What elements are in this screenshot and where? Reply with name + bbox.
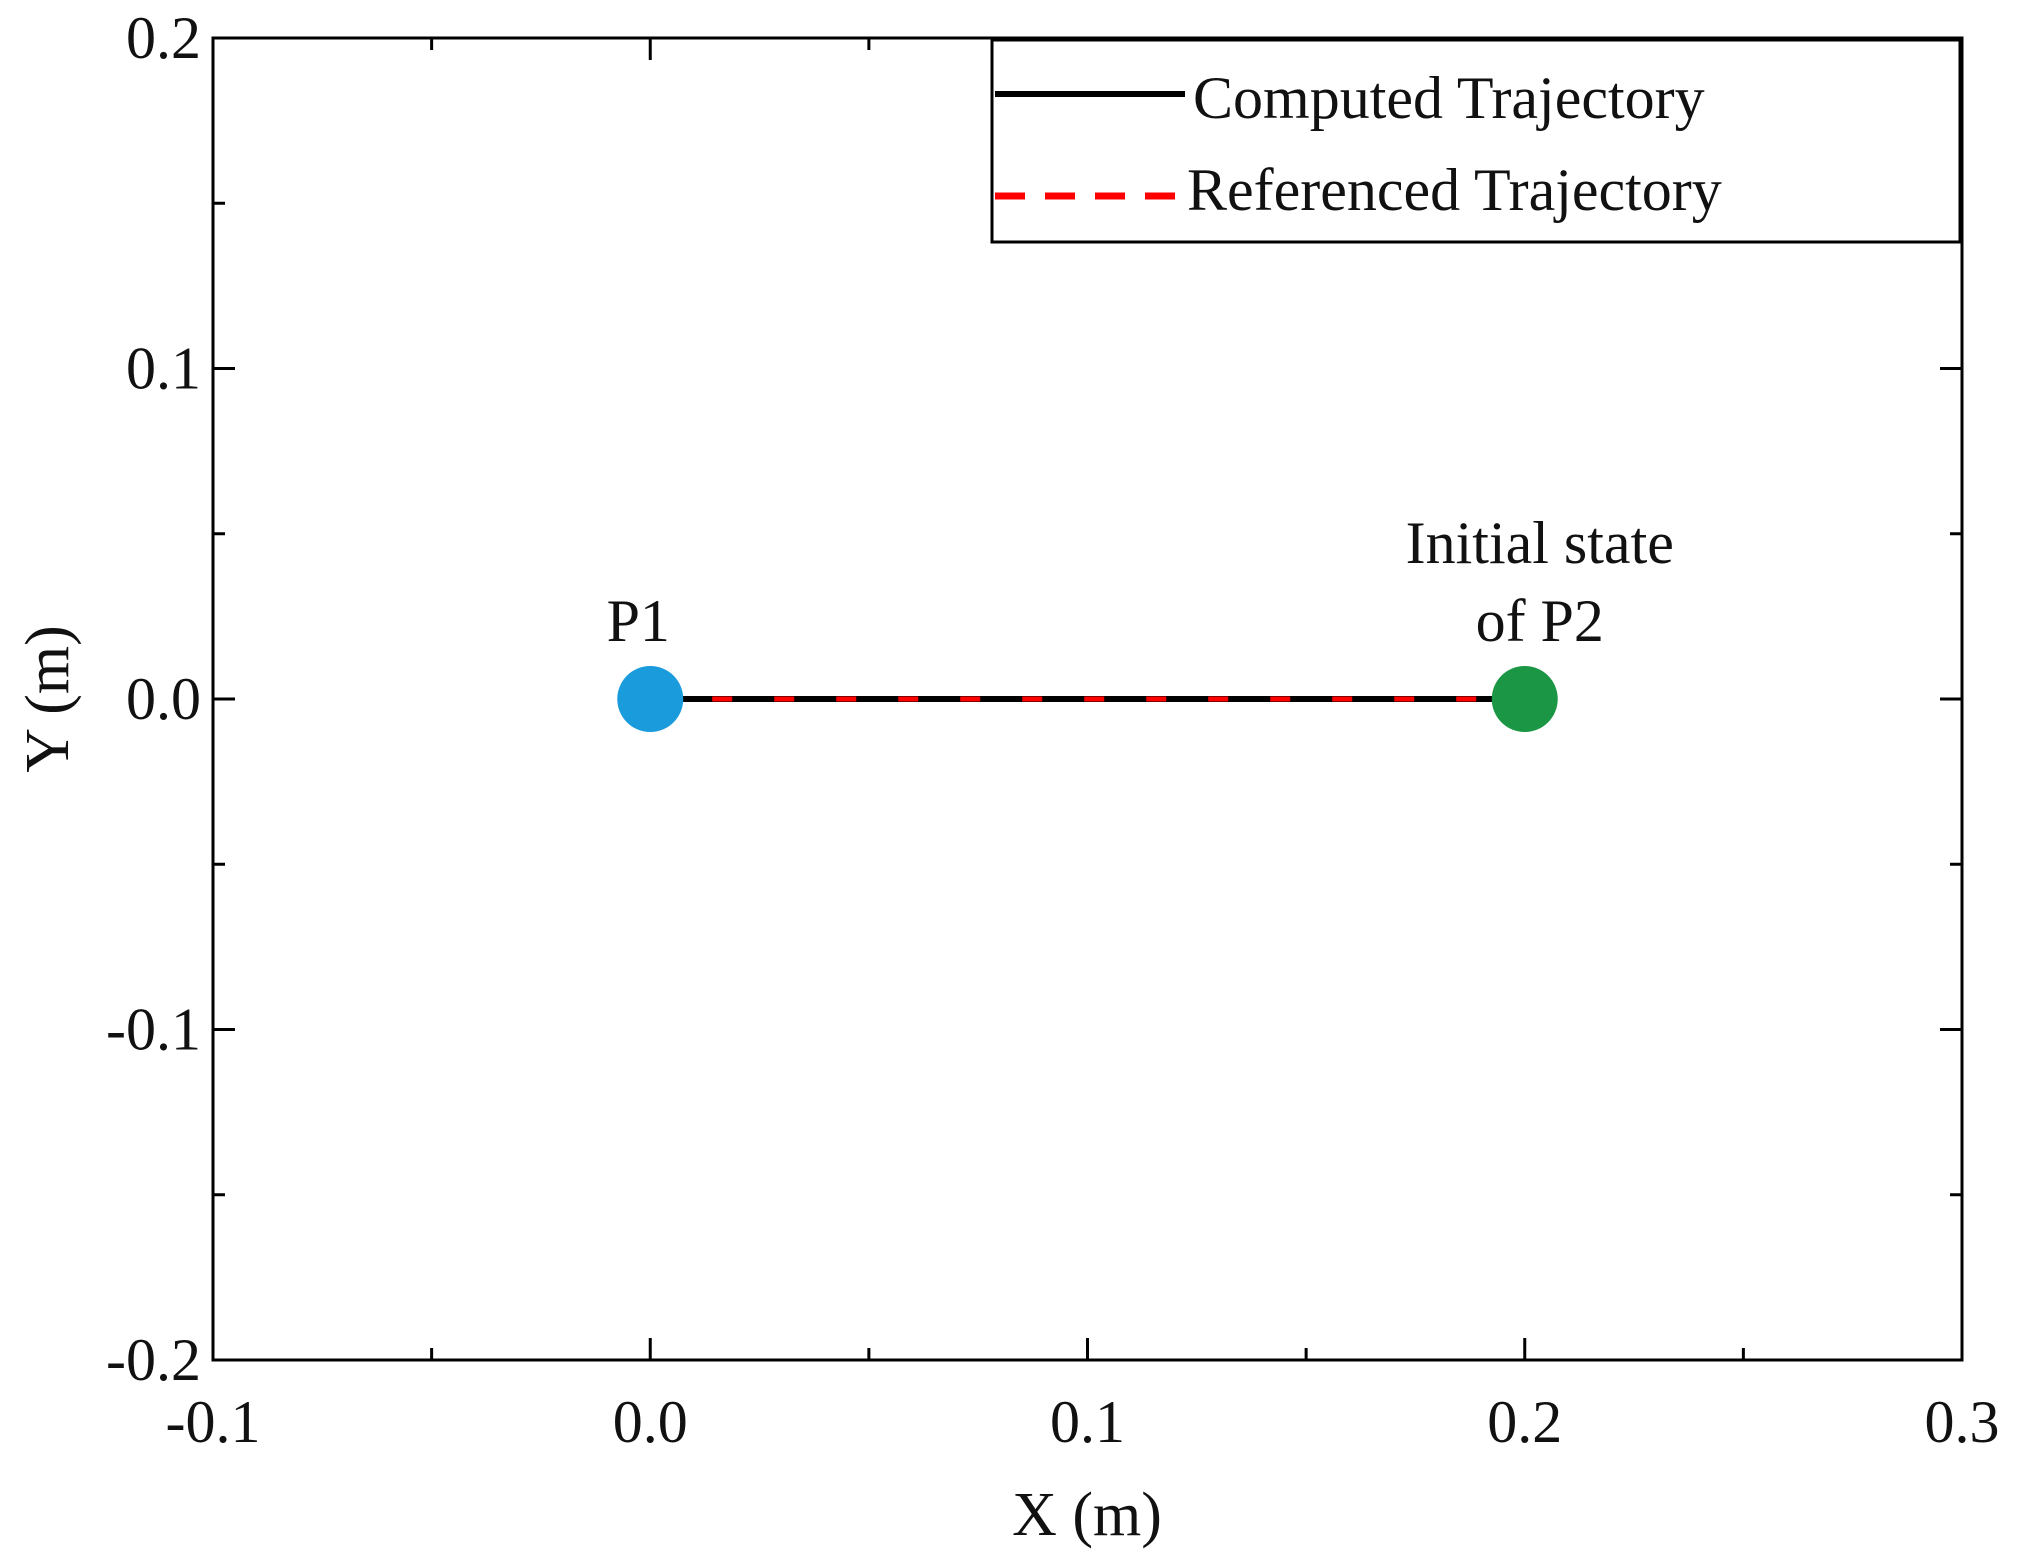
tick-labels: -0.1 0.0 0.1 0.2 0.30.20.10.0-0.1-0.2: [106, 5, 1999, 1455]
legend-box: [990, 38, 1962, 244]
x-tick-label: 0.0: [613, 1389, 688, 1455]
y-tick-label: -0.2: [106, 1327, 201, 1393]
x-tick-label: 0.3: [1925, 1389, 2000, 1455]
plot-frame: [211, 36, 1964, 1362]
y-axis-title: Y (m): [14, 625, 82, 773]
x-tick-label: 0.2: [1487, 1389, 1562, 1455]
legend-label-computed: Computed Trajectory: [1193, 65, 1705, 131]
y-tick-label: 0.0: [126, 666, 201, 732]
p2-marker: [1491, 666, 1558, 732]
points-layer: P1 Initial state of P2: [607, 510, 1674, 732]
y-tick-label: -0.1: [106, 997, 201, 1063]
p2-label-line: Initial state: [1406, 510, 1674, 576]
x-tick-label: -0.1: [166, 1389, 261, 1455]
p1-label-line: P1: [607, 588, 670, 654]
legend: Computed Trajectory Referenced Trajector…: [990, 38, 1962, 244]
x-axis-title: X (m): [1012, 1481, 1162, 1549]
p1-marker: [617, 666, 684, 732]
legend-label-referenced: Referenced Trajectory: [1187, 157, 1722, 223]
y-tick-label: 0.1: [126, 336, 201, 402]
p2-label-line: of P2: [1476, 588, 1604, 654]
y-tick-label: 0.2: [126, 5, 201, 71]
x-tick-label: 0.1: [1050, 1389, 1125, 1455]
